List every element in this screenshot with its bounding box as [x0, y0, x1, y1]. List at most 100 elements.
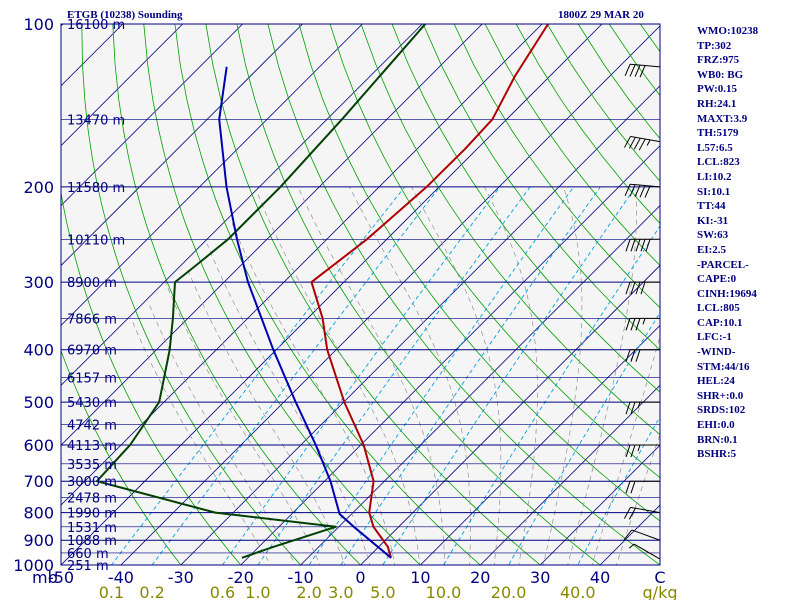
height-label: 16100 m: [67, 18, 125, 33]
index-line: WMO:10238: [697, 25, 759, 37]
wind-barb-flag: [624, 64, 631, 77]
wind-barb: [625, 444, 660, 458]
plot-frame: [60, 23, 661, 566]
height-label: 3535 m: [67, 458, 117, 473]
temperature-profile: [310, 24, 549, 559]
wind-barb-flag: [629, 64, 636, 77]
wind-barb-flag: [623, 136, 631, 148]
wind-barb: [625, 401, 660, 415]
height-label: 4742 m: [67, 419, 117, 434]
height-label: 6970 m: [67, 344, 117, 359]
index-line: STM:44/16: [697, 360, 750, 373]
index-line: EI:2.5: [697, 243, 727, 256]
isotherm-line: [61, 24, 543, 506]
wind-barb: [623, 506, 661, 520]
parcel-trace: [218, 66, 392, 559]
height-label: 5430 m: [67, 396, 117, 411]
dry-adiabat: [298, 24, 660, 522]
wind-barb: [628, 543, 661, 560]
index-line: MAXT:3.9: [697, 112, 748, 125]
temperature-tick-label: -40: [108, 568, 134, 587]
temperature-tick-label: 10: [410, 568, 430, 587]
index-line: KI:-31: [697, 214, 729, 227]
wind-barb-flag: [630, 281, 636, 295]
dry-adiabat: [422, 24, 660, 351]
index-line: SW:63: [697, 229, 729, 242]
isotherm-line: [120, 25, 660, 565]
wind-barb-half: [637, 401, 641, 409]
isotherm-line: [300, 205, 660, 565]
dry-adiabat: [174, 24, 481, 565]
wind-barb-half: [637, 444, 641, 452]
height-label: 1088 m: [67, 534, 117, 549]
temperature-tick-label: -20: [228, 568, 254, 587]
pressure-label: 600: [23, 436, 54, 455]
isotherm-line: [61, 24, 243, 207]
isotherm-line: [0, 24, 3, 565]
wind-barb-flag: [623, 507, 631, 519]
wind-barb-flag: [635, 318, 641, 331]
mixing-ratio-line: [340, 186, 601, 565]
wind-barb-flag: [630, 239, 636, 252]
isotherm-line: [240, 145, 660, 565]
valid-time: 1800Z 29 MAR 20: [558, 9, 644, 21]
height-label: 8900 m: [67, 276, 117, 291]
dewpoint-profile: [95, 24, 427, 559]
temperature-tick-label: -30: [168, 568, 194, 587]
mixing-ratio-line: [577, 415, 660, 565]
wind-barb-flag: [639, 65, 646, 78]
plot-area: [61, 24, 660, 565]
dry-adiabat: [81, 24, 302, 565]
index-line: LFC:-1: [697, 331, 732, 344]
isotherm-line: [360, 264, 660, 565]
height-label: 13470 m: [67, 113, 125, 128]
dry-adiabat: [112, 24, 362, 565]
index-line: SRDS:102: [697, 404, 746, 417]
wind-barb-flag: [638, 138, 646, 151]
moist-adiabat: [567, 186, 637, 565]
wind-barb-flag: [625, 481, 631, 494]
wind-barb-flag: [635, 349, 641, 362]
wind-barb: [624, 63, 661, 78]
height-label: 7866 m: [67, 312, 117, 327]
index-line: SHR+:0.0: [697, 389, 744, 402]
height-label: 251 m: [67, 559, 109, 574]
index-line: PW:0.15: [697, 83, 738, 96]
wind-barb-flag: [623, 529, 633, 541]
isotherm-line: [61, 24, 183, 147]
wind-barb-flag: [629, 184, 636, 197]
pressure-label: 400: [23, 341, 54, 360]
wind-barb-flag: [625, 281, 631, 295]
index-line: SI:10.1: [697, 185, 731, 198]
wind-barb: [625, 349, 660, 362]
moist-adiabat: [591, 335, 660, 565]
pressure-label: 200: [23, 178, 54, 197]
index-line: LCL:805: [697, 302, 740, 315]
height-label: 6157 m: [67, 371, 117, 386]
index-line: EHI:0.0: [697, 419, 735, 432]
temperature-tick-label: -50: [48, 568, 74, 587]
index-line: BSHR:5: [697, 448, 737, 461]
height-label: 3000 m: [67, 475, 117, 490]
index-line: L57:6.5: [697, 141, 733, 154]
index-line: CAP:10.1: [697, 316, 743, 329]
mixing-ratio-line: [508, 312, 660, 565]
temperature-tick-label: 40: [590, 568, 610, 587]
isotherm-line: [480, 384, 660, 565]
isotherm-line: [539, 444, 660, 565]
index-line: CINH:19694: [697, 287, 757, 300]
wind-barb-flag: [625, 239, 631, 252]
wind-barb-flag: [630, 444, 636, 458]
wind-barb: [625, 480, 660, 494]
wind-barb-flag: [625, 401, 631, 415]
pressure-label: 1000: [13, 556, 54, 575]
wind-barb-staff: [631, 529, 661, 541]
moist-adiabat: [185, 265, 346, 565]
pressure-label: 500: [23, 393, 54, 412]
wind-barb-flag: [625, 318, 631, 331]
isotherm-line: [61, 24, 303, 267]
wind-barb-flag: [630, 481, 636, 494]
dry-adiabat: [453, 24, 660, 309]
wind-barb: [623, 135, 661, 151]
